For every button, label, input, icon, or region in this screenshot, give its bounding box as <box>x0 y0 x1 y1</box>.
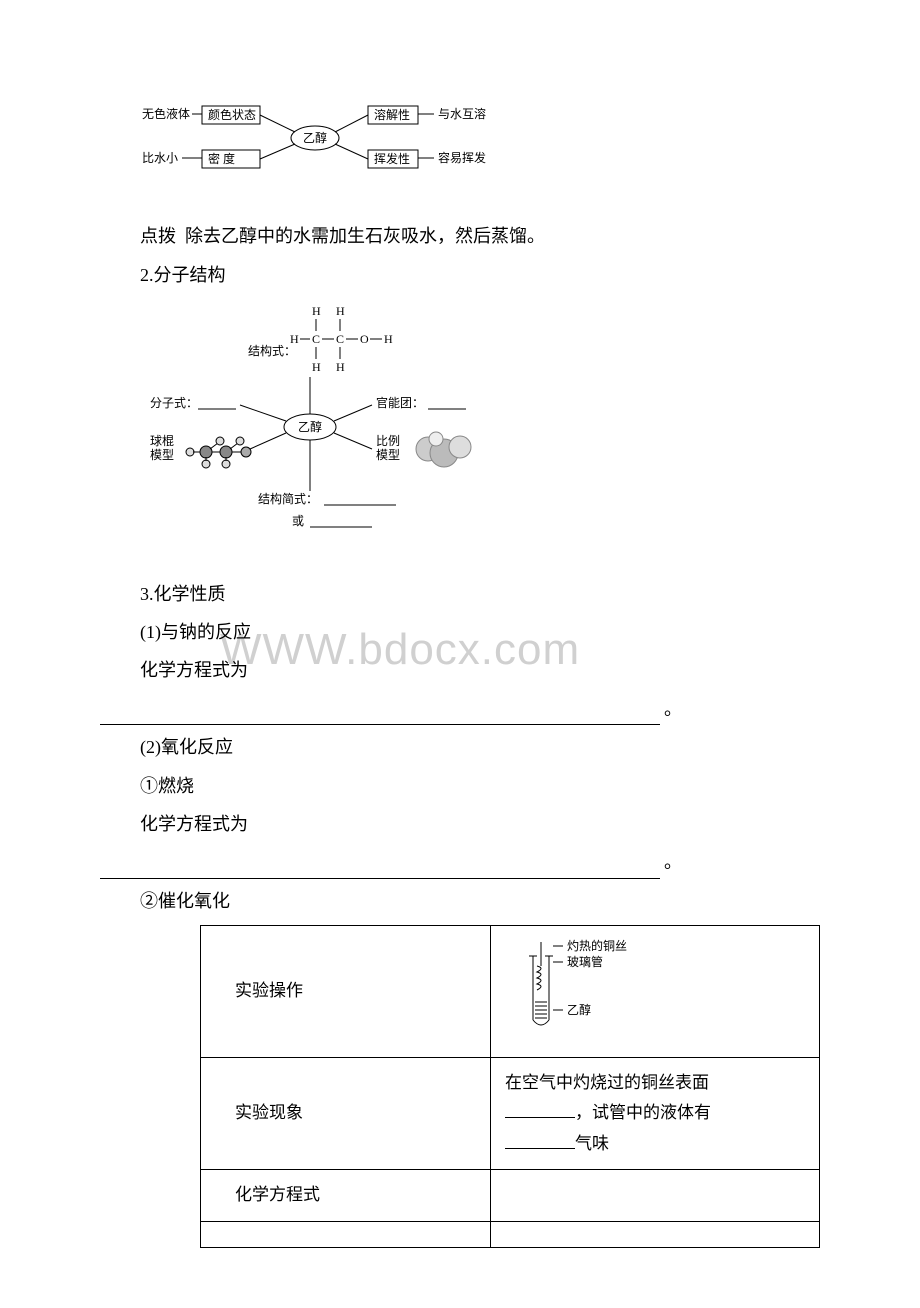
d1-mid-top-left: 颜色状态 <box>208 107 256 122</box>
svg-text:乙醇: 乙醇 <box>567 1002 591 1017</box>
svg-text:C: C <box>336 332 344 346</box>
sec2-title: 2.分子结构 <box>140 259 820 291</box>
tip-text: 除去乙醇中的水需加生石灰吸水，然后蒸馏。 <box>185 226 545 246</box>
table-r3c2 <box>491 1170 820 1222</box>
d1-right-bot: 容易挥发 <box>438 150 486 165</box>
sec3-1: (1)与钠的反应 <box>140 616 820 648</box>
d2-bottom-b: 或 <box>292 514 304 528</box>
d1-center: 乙醇 <box>303 130 327 145</box>
table-r2c1: 实验现象 <box>201 1057 491 1170</box>
d1-mid-top-right: 溶解性 <box>374 107 410 122</box>
tip-line: 点拨 除去乙醇中的水需加生石灰吸水，然后蒸馏。 <box>140 220 820 252</box>
diagram-properties: 无色液体 比水小 颜色状态 密 度 乙醇 溶解性 挥发性 与水互溶 容易挥发 <box>140 100 820 200</box>
sec3-1-eq: 化学方程式为 <box>140 654 820 686</box>
d2-right2b: 模型 <box>376 448 400 462</box>
svg-text:灼热的铜丝: 灼热的铜丝 <box>567 938 627 953</box>
svg-text:H: H <box>384 332 393 346</box>
svg-text:H: H <box>312 360 321 374</box>
d1-left-bot: 比水小 <box>142 151 178 165</box>
table-r4c2 <box>491 1222 820 1248</box>
sec3-2-1-eq: 化学方程式为 <box>140 808 820 840</box>
svg-text:H: H <box>290 332 299 346</box>
table-r1c1: 实验操作 <box>201 926 491 1058</box>
table-r1c2: 灼热的铜丝 玻璃管 乙醇 <box>491 926 820 1058</box>
diagram-structure: 结构式： HH H C C O H HH 分子式： <box>140 297 820 557</box>
tip-label: 点拨 <box>140 226 176 246</box>
d2-left2b: 模型 <box>150 448 174 462</box>
svg-text:O: O <box>360 332 369 346</box>
d2-struct-label: 结构式： <box>248 343 296 358</box>
svg-text:H: H <box>312 304 321 318</box>
table-r3c1: 化学方程式 <box>201 1170 491 1222</box>
d1-left-top: 无色液体 <box>142 106 190 121</box>
experiment-table: 实验操作 <box>200 925 820 1248</box>
d1-mid-bot-right: 挥发性 <box>374 151 410 166</box>
sec3-2: (2)氧化反应 <box>140 731 820 763</box>
sec3-title: 3.化学性质 <box>140 578 820 610</box>
table-r4c1 <box>201 1222 491 1248</box>
blank-line-2: 。 <box>100 846 820 878</box>
svg-text:H: H <box>336 360 345 374</box>
table-r2c2: 在空气中灼烧过的铜丝表面 ，试管中的液体有 气味 <box>491 1057 820 1170</box>
svg-text:H: H <box>336 304 345 318</box>
sec3-2-2: ②催化氧化 <box>140 885 820 917</box>
d1-right-top: 与水互溶 <box>438 106 486 121</box>
d2-right1: 官能团： <box>376 395 424 410</box>
d2-bottom-a: 结构简式： <box>258 491 318 506</box>
sec3-2-1: ①燃烧 <box>140 770 820 802</box>
d2-center: 乙醇 <box>298 419 322 434</box>
d2-left2a: 球棍 <box>150 434 174 448</box>
d2-left1: 分子式： <box>150 396 198 410</box>
svg-text:C: C <box>312 332 320 346</box>
document-content: 无色液体 比水小 颜色状态 密 度 乙醇 溶解性 挥发性 与水互溶 容易挥发 <box>100 100 820 1248</box>
blank-line-1: 。 <box>100 693 820 725</box>
d1-mid-bot-left: 密 度 <box>208 151 235 166</box>
svg-text:玻璃管: 玻璃管 <box>567 954 603 969</box>
d2-right2a: 比例 <box>376 434 400 448</box>
